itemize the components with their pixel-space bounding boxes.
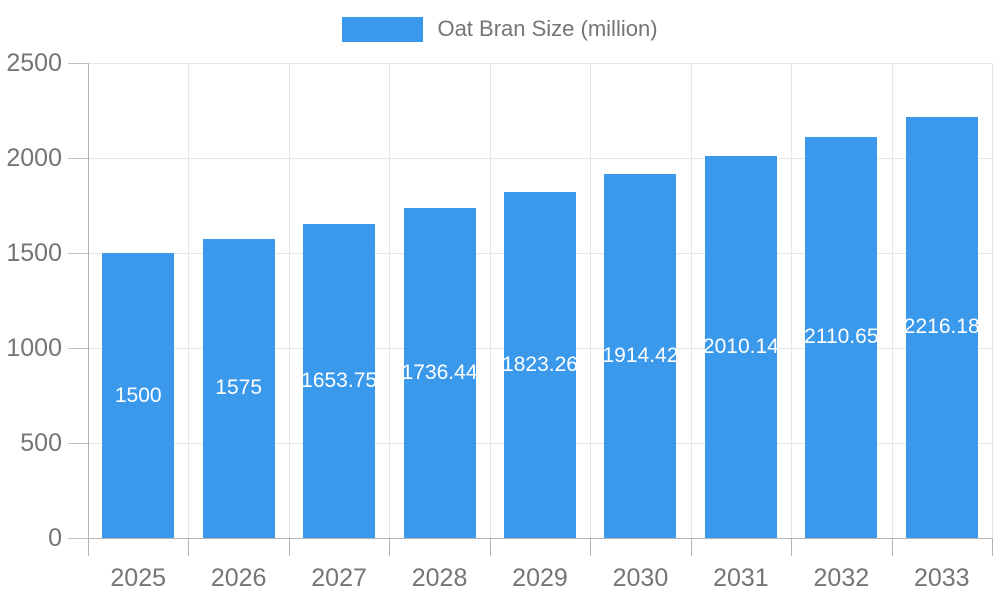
x-axis-tick — [288, 538, 290, 556]
gridline-vertical — [489, 63, 491, 538]
x-axis-tick-label: 2029 — [512, 564, 568, 592]
y-axis-tick — [68, 538, 88, 539]
x-axis-tick — [590, 538, 592, 556]
x-axis-tick — [489, 538, 491, 556]
bar-value-label: 1653.75 — [301, 368, 378, 392]
bar-value-label: 1823.26 — [502, 352, 578, 376]
bar-value-label: 1914.42 — [602, 344, 679, 368]
bar[interactable] — [403, 208, 476, 538]
y-axis-line — [88, 63, 89, 556]
bar[interactable] — [704, 156, 777, 538]
x-axis-tick-label: 2032 — [813, 564, 870, 592]
bar[interactable] — [303, 223, 376, 538]
x-axis-tick-label: 2033 — [913, 564, 970, 592]
legend: Oat Bran Size (million) — [0, 16, 1000, 42]
bar-value-label: 2010.14 — [702, 335, 779, 359]
x-axis-tick-label: 2027 — [311, 564, 367, 592]
bar[interactable] — [102, 253, 175, 538]
x-axis-tick-label: 2028 — [411, 564, 468, 592]
bar[interactable] — [604, 174, 677, 538]
gridline-vertical — [188, 63, 190, 538]
y-axis-tick-label: 1000 — [6, 334, 62, 362]
y-axis-tick-label: 2500 — [6, 49, 62, 77]
gridline-vertical — [690, 63, 692, 538]
gridline-vertical — [389, 63, 391, 538]
gridline-vertical — [288, 63, 290, 538]
x-axis-tick — [992, 538, 993, 556]
bar-value-label: 1500 — [114, 383, 162, 407]
y-axis-tick-label: 500 — [20, 429, 62, 457]
bar-value-label: 1736.44 — [401, 361, 478, 385]
y-axis-tick — [68, 348, 88, 349]
y-axis-tick — [68, 443, 88, 444]
bar-value-label: 2110.65 — [804, 325, 879, 349]
x-axis-line — [88, 538, 992, 539]
legend-label[interactable]: Oat Bran Size (million) — [437, 16, 658, 41]
bar[interactable] — [504, 191, 576, 538]
y-axis-tick-label: 0 — [48, 524, 62, 552]
legend-swatch[interactable] — [342, 16, 424, 42]
bar[interactable] — [805, 136, 878, 538]
bar[interactable] — [905, 116, 978, 538]
bar-value-label: 2216.18 — [903, 315, 980, 339]
y-axis-tick — [68, 253, 88, 254]
x-axis-tick — [188, 538, 190, 556]
y-axis-tick — [68, 63, 88, 64]
bar[interactable] — [202, 238, 275, 538]
bar-value-label: 1575 — [215, 376, 263, 400]
gridline-vertical — [992, 63, 993, 538]
y-axis-tick-label: 1500 — [6, 239, 62, 267]
y-axis-tick-label: 2000 — [6, 144, 62, 172]
x-axis-tick-label: 2031 — [713, 564, 769, 592]
x-axis-tick-label: 2030 — [612, 564, 669, 592]
gridline-vertical — [590, 63, 592, 538]
x-axis-tick — [791, 538, 793, 556]
gridline-vertical — [891, 63, 893, 538]
x-axis-tick — [88, 538, 89, 556]
gridline-vertical — [791, 63, 793, 538]
x-axis-tick — [389, 538, 391, 556]
y-axis-tick — [68, 158, 88, 159]
x-axis-tick-label: 2025 — [110, 564, 167, 592]
gridline-horizontal — [88, 63, 992, 64]
x-axis-tick — [891, 538, 893, 556]
x-axis-tick — [690, 538, 692, 556]
x-axis-tick-label: 2026 — [210, 564, 267, 592]
gridline-horizontal — [88, 158, 992, 159]
